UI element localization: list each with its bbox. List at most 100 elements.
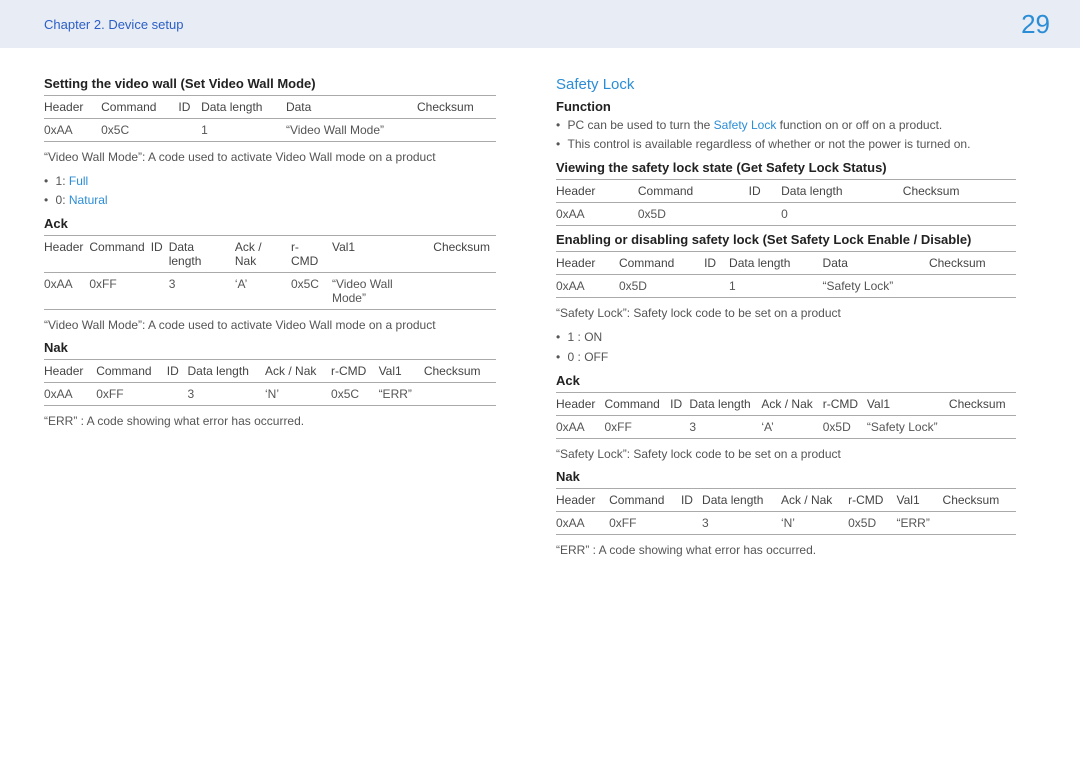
set-heading: Enabling or disabling safety lock (Set S… (556, 232, 1016, 247)
td (929, 275, 1016, 298)
list-item: 0 : OFF (556, 348, 1016, 367)
th: Data length (781, 180, 903, 203)
td (943, 511, 1016, 534)
table-right-ack: Header Command ID Data length Ack / Nak … (556, 392, 1016, 439)
td: 0xFF (605, 415, 671, 438)
ack-heading: Ack (556, 373, 1016, 388)
td: 0xFF (609, 511, 681, 534)
td: 0x5C (291, 273, 332, 310)
td: 3 (169, 273, 235, 310)
th: ID (167, 360, 188, 383)
td (670, 415, 689, 438)
th: Checksum (433, 236, 496, 273)
td: “Video Wall Mode” (286, 119, 417, 142)
td (949, 415, 1016, 438)
td: 0 (781, 203, 903, 226)
th: Ack / Nak (781, 488, 848, 511)
ack-heading: Ack (44, 216, 496, 231)
th: Ack / Nak (265, 360, 331, 383)
function-heading: Function (556, 99, 1016, 114)
th: ID (704, 252, 729, 275)
td: 3 (702, 511, 781, 534)
th: Command (89, 236, 150, 273)
td: 3 (689, 415, 761, 438)
mode-prefix: 0: (56, 193, 69, 207)
td: ‘N’ (781, 511, 848, 534)
td (681, 511, 702, 534)
td: “Video Wall Mode” (332, 273, 433, 310)
th: Header (44, 96, 101, 119)
td: “ERR” (896, 511, 942, 534)
note-text: “ERR” : A code showing what error has oc… (556, 541, 1016, 559)
mode-label: Natural (69, 193, 108, 207)
th: Header (44, 360, 96, 383)
td: 0xFF (89, 273, 150, 310)
td: 1 (729, 275, 823, 298)
th: Data length (169, 236, 235, 273)
th: Data length (689, 392, 761, 415)
td: ‘N’ (265, 383, 331, 406)
page-content: Setting the video wall (Set Video Wall M… (0, 48, 1080, 565)
th: Header (556, 252, 619, 275)
td (417, 119, 496, 142)
th: Val1 (896, 488, 942, 511)
bullet-pre: PC can be used to turn the (568, 118, 714, 132)
td: 0xAA (44, 383, 96, 406)
th: r-CMD (848, 488, 896, 511)
th: Val1 (332, 236, 433, 273)
th: Data (823, 252, 929, 275)
th: Checksum (949, 392, 1016, 415)
th: Command (96, 360, 167, 383)
th: Checksum (417, 96, 496, 119)
td: “Safety Lock” (867, 415, 949, 438)
view-heading: Viewing the safety lock state (Get Safet… (556, 160, 1016, 175)
td (151, 273, 169, 310)
td (178, 119, 201, 142)
list-item: This control is available regardless of … (556, 135, 1016, 154)
right-section-title: Safety Lock (556, 76, 1016, 93)
note-text: “Video Wall Mode”: A code used to activa… (44, 148, 496, 166)
td: 1 (201, 119, 286, 142)
mode-list: 1: Full 0: Natural (44, 172, 496, 210)
list-item: 1: Full (44, 172, 496, 191)
bullet-post: function on or off on a product. (776, 118, 942, 132)
td: 0xAA (44, 119, 101, 142)
td: 0xAA (556, 511, 609, 534)
th: ID (681, 488, 702, 511)
td: ‘A’ (235, 273, 291, 310)
th: Data length (729, 252, 823, 275)
th: Data length (201, 96, 286, 119)
function-bullets: PC can be used to turn the Safety Lock f… (556, 116, 1016, 154)
page-header: Chapter 2. Device setup 29 (0, 0, 1080, 48)
th: Val1 (867, 392, 949, 415)
td: 0xAA (556, 415, 605, 438)
th: ID (749, 180, 781, 203)
td: 0x5D (619, 275, 704, 298)
th: Header (556, 392, 605, 415)
th: ID (151, 236, 169, 273)
td: ‘A’ (761, 415, 822, 438)
list-item: PC can be used to turn the Safety Lock f… (556, 116, 1016, 135)
list-item: 1 : ON (556, 328, 1016, 347)
td (433, 273, 496, 310)
td: 0x5C (101, 119, 178, 142)
td: 0x5D (823, 415, 867, 438)
note-text: “Safety Lock”: Safety lock code to be se… (556, 445, 1016, 463)
mode-prefix: 1: (56, 174, 69, 188)
th: r-CMD (331, 360, 379, 383)
td (167, 383, 188, 406)
td: 0x5D (848, 511, 896, 534)
table-left-nak: Header Command ID Data length Ack / Nak … (44, 359, 496, 406)
th: Ack / Nak (235, 236, 291, 273)
td: 0x5D (638, 203, 749, 226)
td: 3 (187, 383, 265, 406)
th: Data length (702, 488, 781, 511)
th: Checksum (424, 360, 496, 383)
bullet-accent: Safety Lock (714, 118, 777, 132)
td: 0xFF (96, 383, 167, 406)
th: Header (556, 180, 638, 203)
td: “ERR” (379, 383, 424, 406)
th: Checksum (943, 488, 1016, 511)
table-left-ack: Header Command ID Data length Ack / Nak … (44, 235, 496, 310)
th: Val1 (379, 360, 424, 383)
